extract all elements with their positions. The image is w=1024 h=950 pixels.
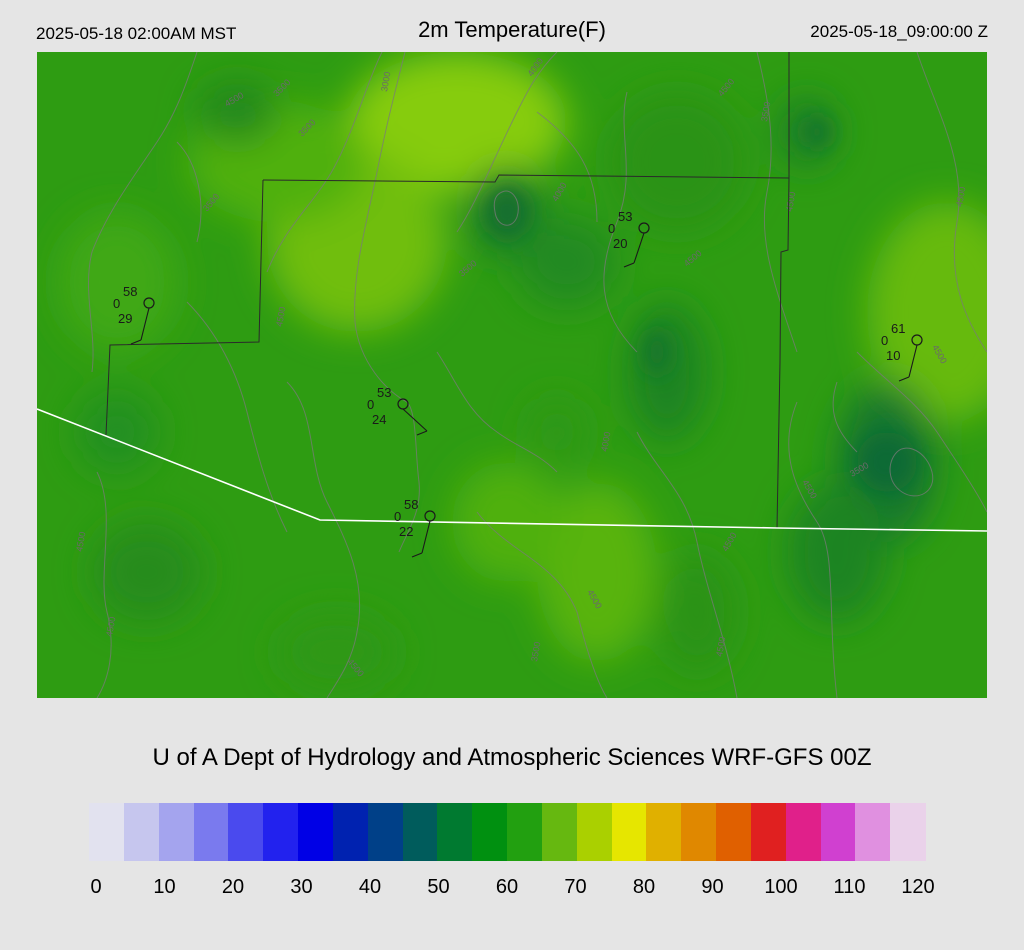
colorbar-tick-label: 100 (764, 876, 798, 898)
wind-barb-icon (421, 520, 431, 554)
colorbar-swatch (855, 803, 891, 861)
colorbar-swatch (332, 803, 369, 861)
station-dewpoint: 29 (118, 311, 132, 326)
station-zero: 0 (367, 397, 374, 412)
station-dewpoint: 24 (372, 412, 386, 427)
colorbar-swatch (785, 803, 822, 861)
colorbar-tick-label: 80 (632, 876, 656, 898)
station-dewpoint: 22 (399, 524, 413, 539)
station-zero: 0 (881, 333, 888, 348)
contour-label: 4500 (784, 191, 797, 212)
temperature-field (57, 52, 987, 692)
colorbar-swatch (472, 803, 508, 861)
contour-label: 4500 (714, 636, 727, 657)
colorbar-swatch (367, 803, 404, 861)
model-credit: U of A Dept of Hydrology and Atmospheric… (152, 744, 872, 771)
station-dewpoint: 10 (886, 348, 900, 363)
colorbar-swatch (298, 803, 334, 861)
colorbar-tick-label: 70 (564, 876, 587, 898)
colorbar-swatch (437, 803, 473, 861)
wind-barb-icon (140, 307, 150, 341)
contour-label: 4500 (274, 306, 287, 327)
colorbar-tick-label: 10 (153, 876, 176, 898)
contour-label: 4000 (599, 431, 612, 452)
colorbar-swatch (646, 803, 682, 861)
colorbar-swatch (507, 803, 543, 861)
colorbar-tick-label: 110 (833, 876, 866, 898)
temperature-map: 4000 4500 3000 3500 3500 3500 4000 4500 3500 4500… (37, 52, 987, 698)
colorbar-tick-label: 0 (90, 876, 102, 898)
colorbar-swatch (89, 803, 125, 861)
contour-label: 4500 (954, 186, 967, 207)
wind-barb-flag (130, 339, 142, 345)
contour-label: 3000 (379, 71, 392, 92)
wind-barb-icon (402, 408, 428, 432)
colorbar-tick-label: 30 (290, 876, 313, 898)
chart-title: 2m Temperature(F) (418, 17, 606, 42)
colorbar-swatch (820, 803, 856, 861)
station-temp: 61 (891, 321, 905, 336)
station-temp: 58 (404, 497, 418, 512)
colorbar-swatch (541, 803, 578, 861)
contour-label: 3500 (759, 101, 772, 122)
station-temp: 58 (123, 284, 137, 299)
colorbar-swatch (193, 803, 229, 861)
colorbar-tick-label: 20 (221, 876, 245, 898)
contour-label: 4500 (104, 616, 117, 637)
colorbar-swatch (123, 803, 160, 861)
colorbar-swatch (576, 803, 613, 861)
county-boundaries (105, 52, 790, 529)
colorbar-tick-label: 50 (427, 876, 450, 898)
wind-barb-flag (898, 376, 910, 382)
station-zero: 0 (394, 509, 401, 524)
colorbar-swatch (228, 803, 264, 861)
elevation-contours (87, 52, 987, 698)
temperature-colorbar (89, 803, 926, 861)
station-dewpoint: 20 (613, 236, 627, 251)
colorbar-swatch (681, 803, 717, 861)
colorbar-swatch (750, 803, 787, 861)
station-temp: 53 (377, 385, 391, 400)
colorbar-tick-label: 40 (358, 876, 382, 898)
colorbar-swatch (716, 803, 752, 861)
colorbar-swatch (890, 803, 926, 861)
wind-barb-icon (908, 344, 918, 378)
station-zero: 0 (113, 296, 120, 311)
wind-barb-flag (411, 552, 423, 558)
station-zero: 0 (608, 221, 615, 236)
colorbar-tick-labels: 0 10 20 30 40 50 60 70 80 90 100 110 120 (0, 876, 1024, 902)
valid-time-local: 2025-05-18 02:00AM MST (36, 24, 237, 43)
colorbar-swatch (611, 803, 647, 861)
colorbar-tick-label: 120 (901, 876, 935, 898)
colorbar-swatch (263, 803, 299, 861)
state-boundary (37, 408, 987, 532)
contour-label: 3500 (529, 641, 542, 662)
wind-barb-flag (416, 430, 428, 436)
colorbar-swatch (158, 803, 195, 861)
station-temp: 53 (618, 209, 632, 224)
wind-barb-icon (633, 232, 645, 264)
colorbar-swatch (402, 803, 438, 861)
contour-label: 4500 (74, 531, 87, 552)
colorbar-tick-label: 90 (701, 876, 724, 898)
valid-time-utc: 2025-05-18_09:00:00 Z (810, 22, 988, 41)
colorbar-tick-label: 60 (495, 876, 519, 898)
wind-barb-flag (623, 262, 635, 268)
